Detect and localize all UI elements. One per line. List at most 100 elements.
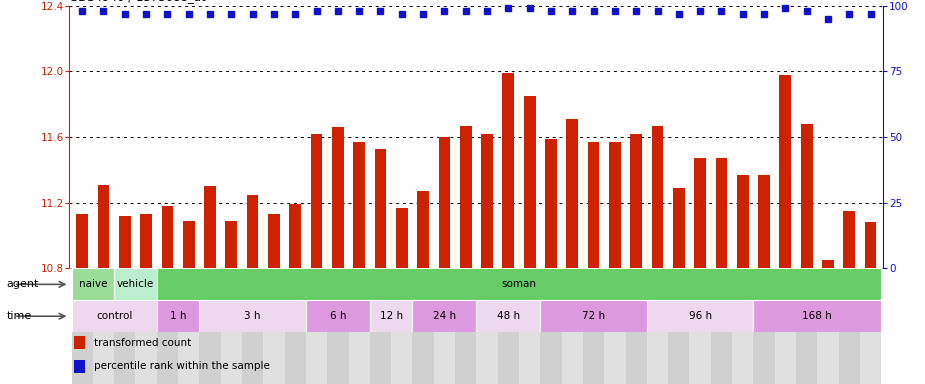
Bar — [647, 300, 753, 332]
Text: GDS4940 / 1373088_at: GDS4940 / 1373088_at — [69, 0, 206, 3]
Bar — [141, 214, 152, 268]
Bar — [306, 268, 327, 384]
Bar — [114, 268, 135, 384]
Bar — [396, 208, 408, 268]
Bar — [434, 268, 455, 384]
Text: vehicle: vehicle — [117, 279, 154, 290]
Bar — [865, 222, 877, 268]
Bar — [540, 268, 561, 384]
Bar — [226, 221, 237, 268]
Bar — [860, 268, 882, 384]
Bar — [737, 175, 748, 268]
Bar — [587, 142, 599, 268]
Bar — [476, 300, 540, 332]
Bar — [92, 268, 114, 384]
Bar — [822, 260, 833, 268]
Bar — [156, 300, 200, 332]
Bar — [114, 268, 156, 300]
Bar — [375, 149, 387, 268]
Bar — [668, 268, 689, 384]
Bar — [818, 268, 839, 384]
Bar — [732, 268, 753, 384]
Bar — [71, 268, 92, 384]
Text: 1 h: 1 h — [170, 311, 186, 321]
Bar — [673, 188, 684, 268]
Bar — [796, 268, 818, 384]
Bar — [74, 360, 85, 372]
Bar — [268, 214, 279, 268]
Bar — [200, 300, 306, 332]
Bar — [609, 142, 621, 268]
Bar — [183, 221, 194, 268]
Bar — [561, 268, 583, 384]
Bar — [162, 206, 173, 268]
Text: 168 h: 168 h — [803, 311, 832, 321]
Text: naive: naive — [79, 279, 107, 290]
Text: 6 h: 6 h — [329, 311, 346, 321]
Bar — [200, 268, 221, 384]
Bar — [716, 159, 727, 268]
Text: percentile rank within the sample: percentile rank within the sample — [94, 361, 270, 371]
Text: 72 h: 72 h — [582, 311, 605, 321]
Bar — [119, 216, 130, 268]
Bar — [156, 268, 178, 384]
Bar — [413, 300, 476, 332]
Bar — [74, 336, 85, 349]
Text: control: control — [96, 311, 132, 321]
Bar — [71, 268, 114, 300]
Bar — [780, 75, 791, 268]
Bar — [651, 126, 663, 268]
Bar — [844, 211, 855, 268]
Bar — [758, 175, 770, 268]
Bar — [290, 204, 302, 268]
Bar — [135, 268, 156, 384]
Bar — [391, 268, 413, 384]
Text: 12 h: 12 h — [379, 311, 402, 321]
Bar — [455, 268, 476, 384]
Text: 96 h: 96 h — [688, 311, 711, 321]
Text: soman: soman — [501, 279, 536, 290]
Bar — [247, 195, 258, 268]
Text: 48 h: 48 h — [497, 311, 520, 321]
Bar — [221, 268, 242, 384]
Bar — [460, 126, 472, 268]
Text: time: time — [6, 311, 31, 321]
Bar — [545, 139, 557, 268]
Bar — [438, 137, 450, 268]
Text: transformed count: transformed count — [94, 338, 191, 348]
Bar — [242, 268, 264, 384]
Bar — [353, 142, 365, 268]
Bar — [370, 300, 413, 332]
Bar — [413, 268, 434, 384]
Bar — [417, 191, 429, 268]
Bar — [178, 268, 200, 384]
Bar — [332, 127, 344, 268]
Bar — [204, 186, 216, 268]
Bar — [306, 300, 370, 332]
Bar — [349, 268, 370, 384]
Bar — [839, 268, 860, 384]
Text: 3 h: 3 h — [244, 311, 261, 321]
Bar — [524, 96, 536, 268]
Bar — [625, 268, 647, 384]
Bar — [370, 268, 391, 384]
Bar — [476, 268, 498, 384]
Bar — [76, 214, 88, 268]
Bar — [647, 268, 668, 384]
Bar — [540, 300, 647, 332]
Bar — [311, 134, 323, 268]
Bar — [753, 300, 882, 332]
Bar — [327, 268, 349, 384]
Bar — [71, 300, 156, 332]
Bar — [519, 268, 540, 384]
Bar — [710, 268, 732, 384]
Text: agent: agent — [6, 279, 39, 290]
Bar — [604, 268, 625, 384]
Bar — [689, 268, 710, 384]
Bar — [285, 268, 306, 384]
Bar — [583, 268, 604, 384]
Bar — [498, 268, 519, 384]
Text: 24 h: 24 h — [433, 311, 456, 321]
Bar — [753, 268, 775, 384]
Bar — [630, 134, 642, 268]
